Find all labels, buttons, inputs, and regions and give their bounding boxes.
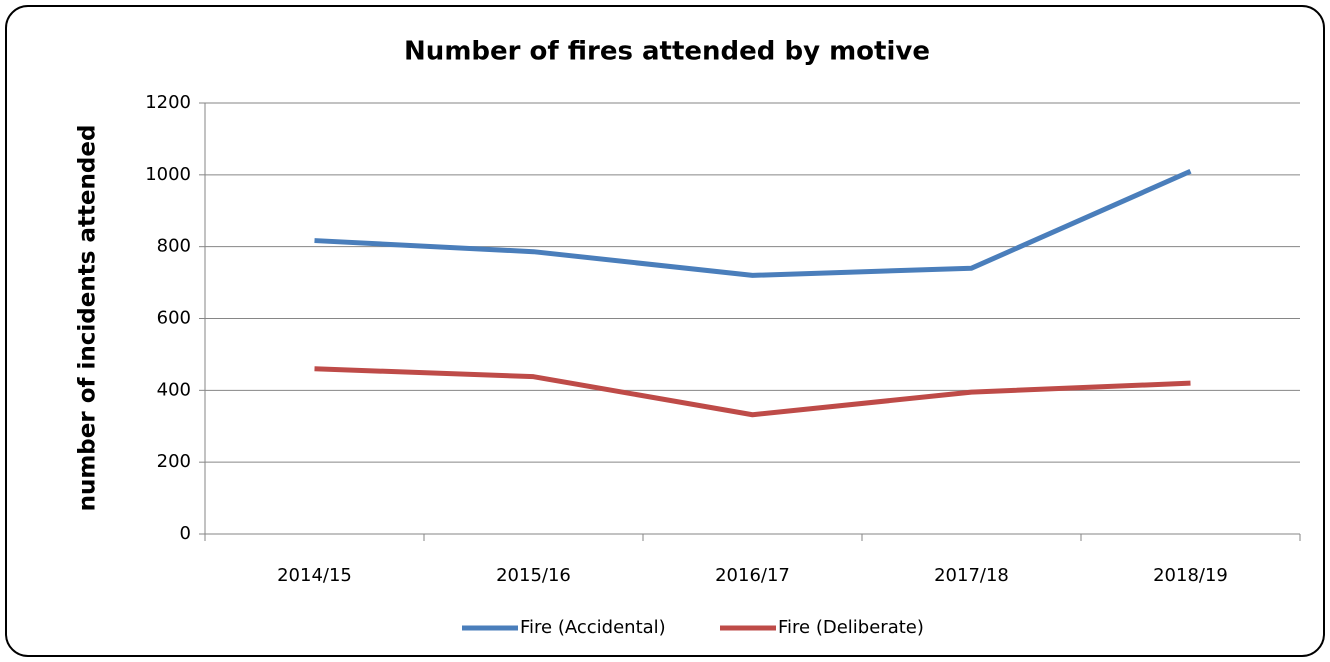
y-tick-label: 400 — [157, 379, 191, 400]
data-line — [314, 366, 1191, 418]
legend-label: Fire (Accidental) — [520, 617, 666, 638]
y-tick-label: 1200 — [145, 92, 191, 113]
y-tick-label: 200 — [157, 451, 191, 472]
x-tick-label: 2016/17 — [715, 565, 790, 586]
y-tick-label: 0 — [180, 523, 191, 544]
data-line — [314, 168, 1192, 278]
x-tick-label: 2014/15 — [277, 565, 352, 586]
x-tick-label: 2017/18 — [934, 565, 1009, 586]
y-tick-label: 800 — [157, 236, 191, 257]
y-tick-label: 1000 — [145, 164, 191, 185]
x-tick-label: 2018/19 — [1153, 565, 1228, 586]
y-tick-label: 600 — [157, 308, 191, 329]
chart-title: Number of fires attended by motive — [404, 37, 930, 67]
y-axis-label: number of incidents attended — [75, 125, 101, 512]
x-tick-label: 2015/16 — [496, 565, 571, 586]
legend-label: Fire (Deliberate) — [778, 617, 924, 638]
chart-border — [5, 5, 1325, 657]
